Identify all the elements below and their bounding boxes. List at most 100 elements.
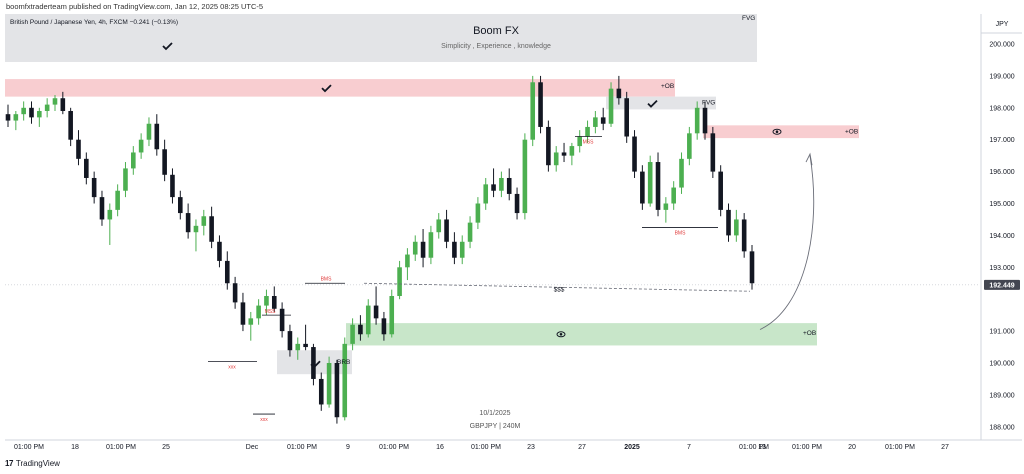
candle-body <box>381 318 387 335</box>
candle-body <box>734 219 739 236</box>
candle-body <box>687 133 692 159</box>
candle-body <box>52 98 58 105</box>
candle-body <box>209 216 214 242</box>
time-tick-label: 01:00 PM <box>14 444 44 451</box>
projection-arrow <box>759 155 815 330</box>
bms-label-left: BMS <box>321 276 333 282</box>
candle-body <box>389 296 395 335</box>
candle-body <box>624 98 629 137</box>
ob-label-right: +OB <box>845 128 858 135</box>
time-tick-label: 25 <box>162 444 170 451</box>
xxx-label-bottom: xxx <box>260 417 268 423</box>
candle-body <box>99 197 105 220</box>
watermark-symbol: GBPJPY | 240M <box>470 423 521 430</box>
candle-body <box>600 117 606 124</box>
candle-body <box>240 302 246 325</box>
price-tick-label: 197.000 <box>989 137 1014 144</box>
candle-body <box>553 152 559 166</box>
candle-body <box>193 225 199 233</box>
zone-neutral <box>606 96 716 110</box>
candle-body <box>593 117 598 127</box>
banner-title: Boom FX <box>473 25 520 37</box>
candle-body <box>506 177 512 194</box>
candle-body <box>452 241 457 258</box>
price-tick-label: 200.000 <box>989 42 1014 49</box>
candle-body <box>420 241 426 258</box>
eye-icon <box>772 128 782 135</box>
candle-body <box>123 168 128 191</box>
watermark-date: 10/1/2025 <box>479 410 510 417</box>
arrow-head-icon <box>805 152 813 166</box>
price-axis[interactable]: JPY 200.000 199.000 198.000 197.000 196.000 19… <box>980 14 1022 440</box>
price-tick-label: 199.000 <box>989 73 1014 80</box>
candle-body <box>76 139 81 159</box>
time-tick-label: 18 <box>71 444 79 451</box>
candle-body <box>303 343 308 348</box>
price-tick-label: 195.000 <box>989 201 1014 208</box>
price-tick-label: 198.000 <box>989 105 1014 112</box>
candles[interactable] <box>5 75 755 424</box>
time-tick-label: 01:00 PM <box>885 444 915 451</box>
candle-body <box>5 114 11 121</box>
banner-background <box>5 14 757 62</box>
time-tick-label: 01:00 PM <box>792 444 822 451</box>
tradingview-footer: 17 TradingView <box>5 459 60 468</box>
candle-body <box>21 107 26 115</box>
time-tick-label: 01:00 PM <box>471 444 501 451</box>
candle-body <box>459 241 465 258</box>
currency-label: JPY <box>996 21 1009 28</box>
candle-body <box>514 193 520 214</box>
candle-body <box>170 174 175 198</box>
candle-body <box>710 133 716 172</box>
candle-body <box>311 347 316 379</box>
zones <box>5 79 859 375</box>
candle-body <box>271 296 277 309</box>
candle-body <box>264 296 269 306</box>
candle-body <box>154 123 160 150</box>
price-tick-label: 193.000 <box>989 265 1014 272</box>
eye-pupil <box>775 130 779 134</box>
candle-body <box>640 171 645 204</box>
time-tick-label: 2025 <box>624 444 640 451</box>
fvg-label: FVG <box>702 100 715 107</box>
time-tick-label: 01:00 PM <box>379 444 409 451</box>
candle-body <box>546 126 551 166</box>
candle-body <box>608 88 614 124</box>
candle-body <box>569 146 575 156</box>
candle-body <box>84 158 89 178</box>
candle-body <box>334 363 340 418</box>
candle-body <box>397 267 402 297</box>
candle-body <box>663 203 669 210</box>
last-price-badge <box>984 279 1020 290</box>
time-tick-label: 16 <box>436 444 444 451</box>
candle-body <box>279 308 285 332</box>
check-icon <box>321 84 332 93</box>
price-tick-label: 188.000 <box>989 424 1014 431</box>
candle-body <box>726 209 731 236</box>
price-tick-label: 196.000 <box>989 169 1014 176</box>
candle-body <box>256 305 261 319</box>
candle-body <box>491 184 496 191</box>
ob-label-bullish: +OB <box>803 330 816 337</box>
candle-body <box>561 152 567 156</box>
candle-body <box>350 324 355 344</box>
ob-label-top: +OB <box>661 83 674 90</box>
candle-body <box>538 82 543 127</box>
candle-body <box>444 219 449 242</box>
candle-body <box>530 82 536 140</box>
candle-body <box>428 232 434 258</box>
price-tick-label: 190.000 <box>989 361 1014 368</box>
candle-body <box>585 126 590 137</box>
price-tick-label: 189.000 <box>989 392 1014 399</box>
time-tick-label: 01:00 PM <box>287 444 317 451</box>
check-icon <box>310 360 321 369</box>
candle-body <box>718 171 723 210</box>
time-tick-label: 7 <box>687 444 691 451</box>
time-tick-label: 27 <box>578 444 586 451</box>
candle-body <box>138 139 144 153</box>
candle-body <box>13 114 19 121</box>
candle-body <box>522 139 528 214</box>
time-tick-label: 01:00 PM <box>106 444 136 451</box>
